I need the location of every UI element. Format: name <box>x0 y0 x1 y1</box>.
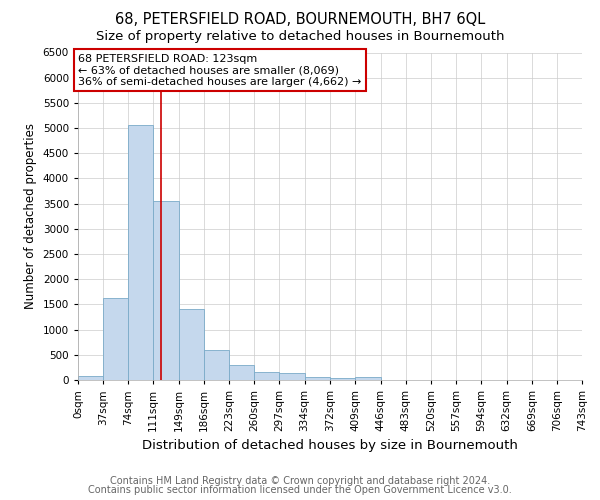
Bar <box>355 377 380 380</box>
Bar <box>103 298 128 380</box>
Text: 68 PETERSFIELD ROAD: 123sqm
← 63% of detached houses are smaller (8,069)
36% of : 68 PETERSFIELD ROAD: 123sqm ← 63% of det… <box>78 54 361 86</box>
Bar <box>305 377 331 380</box>
Bar <box>280 372 305 380</box>
Bar <box>204 350 229 380</box>
Bar <box>78 376 103 380</box>
Bar <box>179 310 204 380</box>
Y-axis label: Number of detached properties: Number of detached properties <box>24 123 37 309</box>
Bar <box>331 378 355 380</box>
Text: Size of property relative to detached houses in Bournemouth: Size of property relative to detached ho… <box>96 30 504 43</box>
X-axis label: Distribution of detached houses by size in Bournemouth: Distribution of detached houses by size … <box>142 440 518 452</box>
Bar <box>254 372 280 380</box>
Bar <box>128 125 153 380</box>
Text: 68, PETERSFIELD ROAD, BOURNEMOUTH, BH7 6QL: 68, PETERSFIELD ROAD, BOURNEMOUTH, BH7 6… <box>115 12 485 28</box>
Text: Contains HM Land Registry data © Crown copyright and database right 2024.: Contains HM Land Registry data © Crown c… <box>110 476 490 486</box>
Bar <box>229 365 254 380</box>
Bar <box>153 200 179 380</box>
Text: Contains public sector information licensed under the Open Government Licence v3: Contains public sector information licen… <box>88 485 512 495</box>
